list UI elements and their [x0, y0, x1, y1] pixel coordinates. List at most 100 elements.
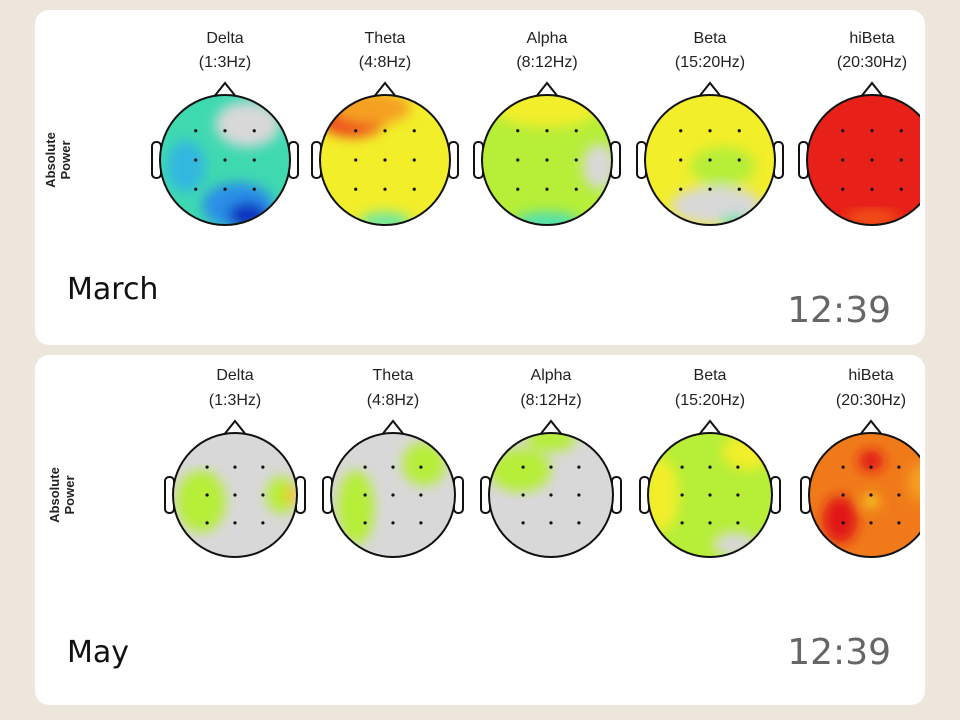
map-blob	[284, 485, 297, 505]
electrode	[205, 521, 209, 525]
nose	[222, 419, 248, 437]
head-outline	[319, 94, 451, 226]
electrode	[261, 521, 265, 525]
band-name: Beta	[694, 30, 727, 47]
nose	[697, 419, 723, 437]
electrode	[412, 187, 416, 191]
y-label-line: Absolute	[43, 132, 58, 188]
electrode	[899, 129, 903, 133]
electrode	[870, 129, 874, 133]
map-blobs	[489, 433, 576, 492]
electrode	[737, 129, 741, 133]
electrode	[383, 129, 387, 133]
electrode	[577, 465, 581, 469]
electrode	[679, 158, 683, 162]
electrode	[708, 187, 712, 191]
map-blobs	[822, 450, 920, 544]
map-blob	[514, 212, 580, 225]
electrode	[412, 158, 416, 162]
head-outline	[172, 432, 298, 558]
electrode	[516, 129, 520, 133]
head-outline	[806, 94, 920, 226]
y-label-line: Absolute	[47, 467, 62, 523]
eeg-image[interactable]: Absolute Power Delta (1:3Hz) Theta (4:8Hz) Alp…	[40, 15, 920, 255]
nose	[372, 81, 398, 99]
map-blobs	[176, 470, 297, 533]
map-blob	[489, 448, 551, 492]
band-name: hiBeta	[848, 367, 893, 384]
electrode	[261, 493, 265, 497]
electrode	[419, 465, 423, 469]
electrode	[736, 493, 740, 497]
band-range: (1:3Hz)	[199, 54, 251, 71]
band-range: (20:30Hz)	[836, 392, 906, 409]
map-blobs	[337, 442, 446, 545]
electrode	[252, 187, 256, 191]
message-bubble[interactable]: Absolute Power Delta (1:3Hz) Theta (4:8Hz) Alp…	[35, 355, 925, 705]
electrode	[708, 521, 712, 525]
electrode	[233, 521, 237, 525]
band-range: (8:12Hz)	[520, 392, 581, 409]
head-outline	[647, 432, 773, 558]
electrode	[363, 493, 367, 497]
electrode	[870, 158, 874, 162]
electrode	[737, 187, 741, 191]
electrode	[205, 493, 209, 497]
electrode	[708, 465, 712, 469]
band-range: (20:30Hz)	[837, 54, 907, 71]
electrode	[383, 158, 387, 162]
electrode	[549, 465, 553, 469]
electrode	[549, 493, 553, 497]
nose	[534, 81, 560, 99]
nose	[859, 81, 885, 99]
electrode	[574, 129, 578, 133]
map-blob	[908, 464, 920, 502]
map-blob	[402, 442, 446, 486]
electrode	[194, 158, 198, 162]
electrode	[412, 129, 416, 133]
band-range: (15:20Hz)	[675, 54, 745, 71]
electrode	[233, 465, 237, 469]
electrode	[363, 465, 367, 469]
head-outline	[330, 432, 456, 558]
map-blob	[266, 476, 297, 514]
electrode	[223, 187, 227, 191]
electrode	[841, 158, 845, 162]
electrode	[391, 493, 395, 497]
electrode	[354, 129, 358, 133]
map-blob	[215, 101, 281, 147]
electrode	[205, 465, 209, 469]
electrode	[194, 187, 198, 191]
electrode	[419, 493, 423, 497]
electrode	[516, 158, 520, 162]
timestamp: 12:39	[787, 632, 891, 673]
electrode	[261, 465, 265, 469]
eeg-image[interactable]: Absolute Power Delta (1:3Hz) Theta (4:8Hz) Alp…	[40, 360, 920, 590]
electrode	[549, 521, 553, 525]
electrode	[252, 158, 256, 162]
color-map	[648, 433, 772, 557]
electrode	[545, 129, 549, 133]
electrode	[223, 158, 227, 162]
band-name: Delta	[216, 367, 253, 384]
electrode	[545, 187, 549, 191]
caption: March	[67, 272, 159, 307]
head-outline	[808, 432, 920, 558]
head-map	[800, 419, 920, 558]
map-blob	[822, 496, 858, 544]
head-map	[639, 419, 781, 558]
nose	[697, 81, 723, 99]
electrode	[736, 521, 740, 525]
timestamp: 12:39	[787, 290, 891, 331]
electrode	[841, 465, 845, 469]
nose	[380, 419, 406, 437]
band-name: Alpha	[527, 30, 568, 47]
band-name: hiBeta	[849, 30, 894, 47]
band-range: (4:8Hz)	[359, 54, 411, 71]
electrode	[574, 187, 578, 191]
map-blob	[671, 186, 762, 225]
message-bubble[interactable]: Absolute Power Delta (1:3Hz) Theta (4:8Hz) Alp…	[35, 10, 925, 345]
map-blob	[713, 532, 757, 557]
nose	[212, 81, 238, 99]
